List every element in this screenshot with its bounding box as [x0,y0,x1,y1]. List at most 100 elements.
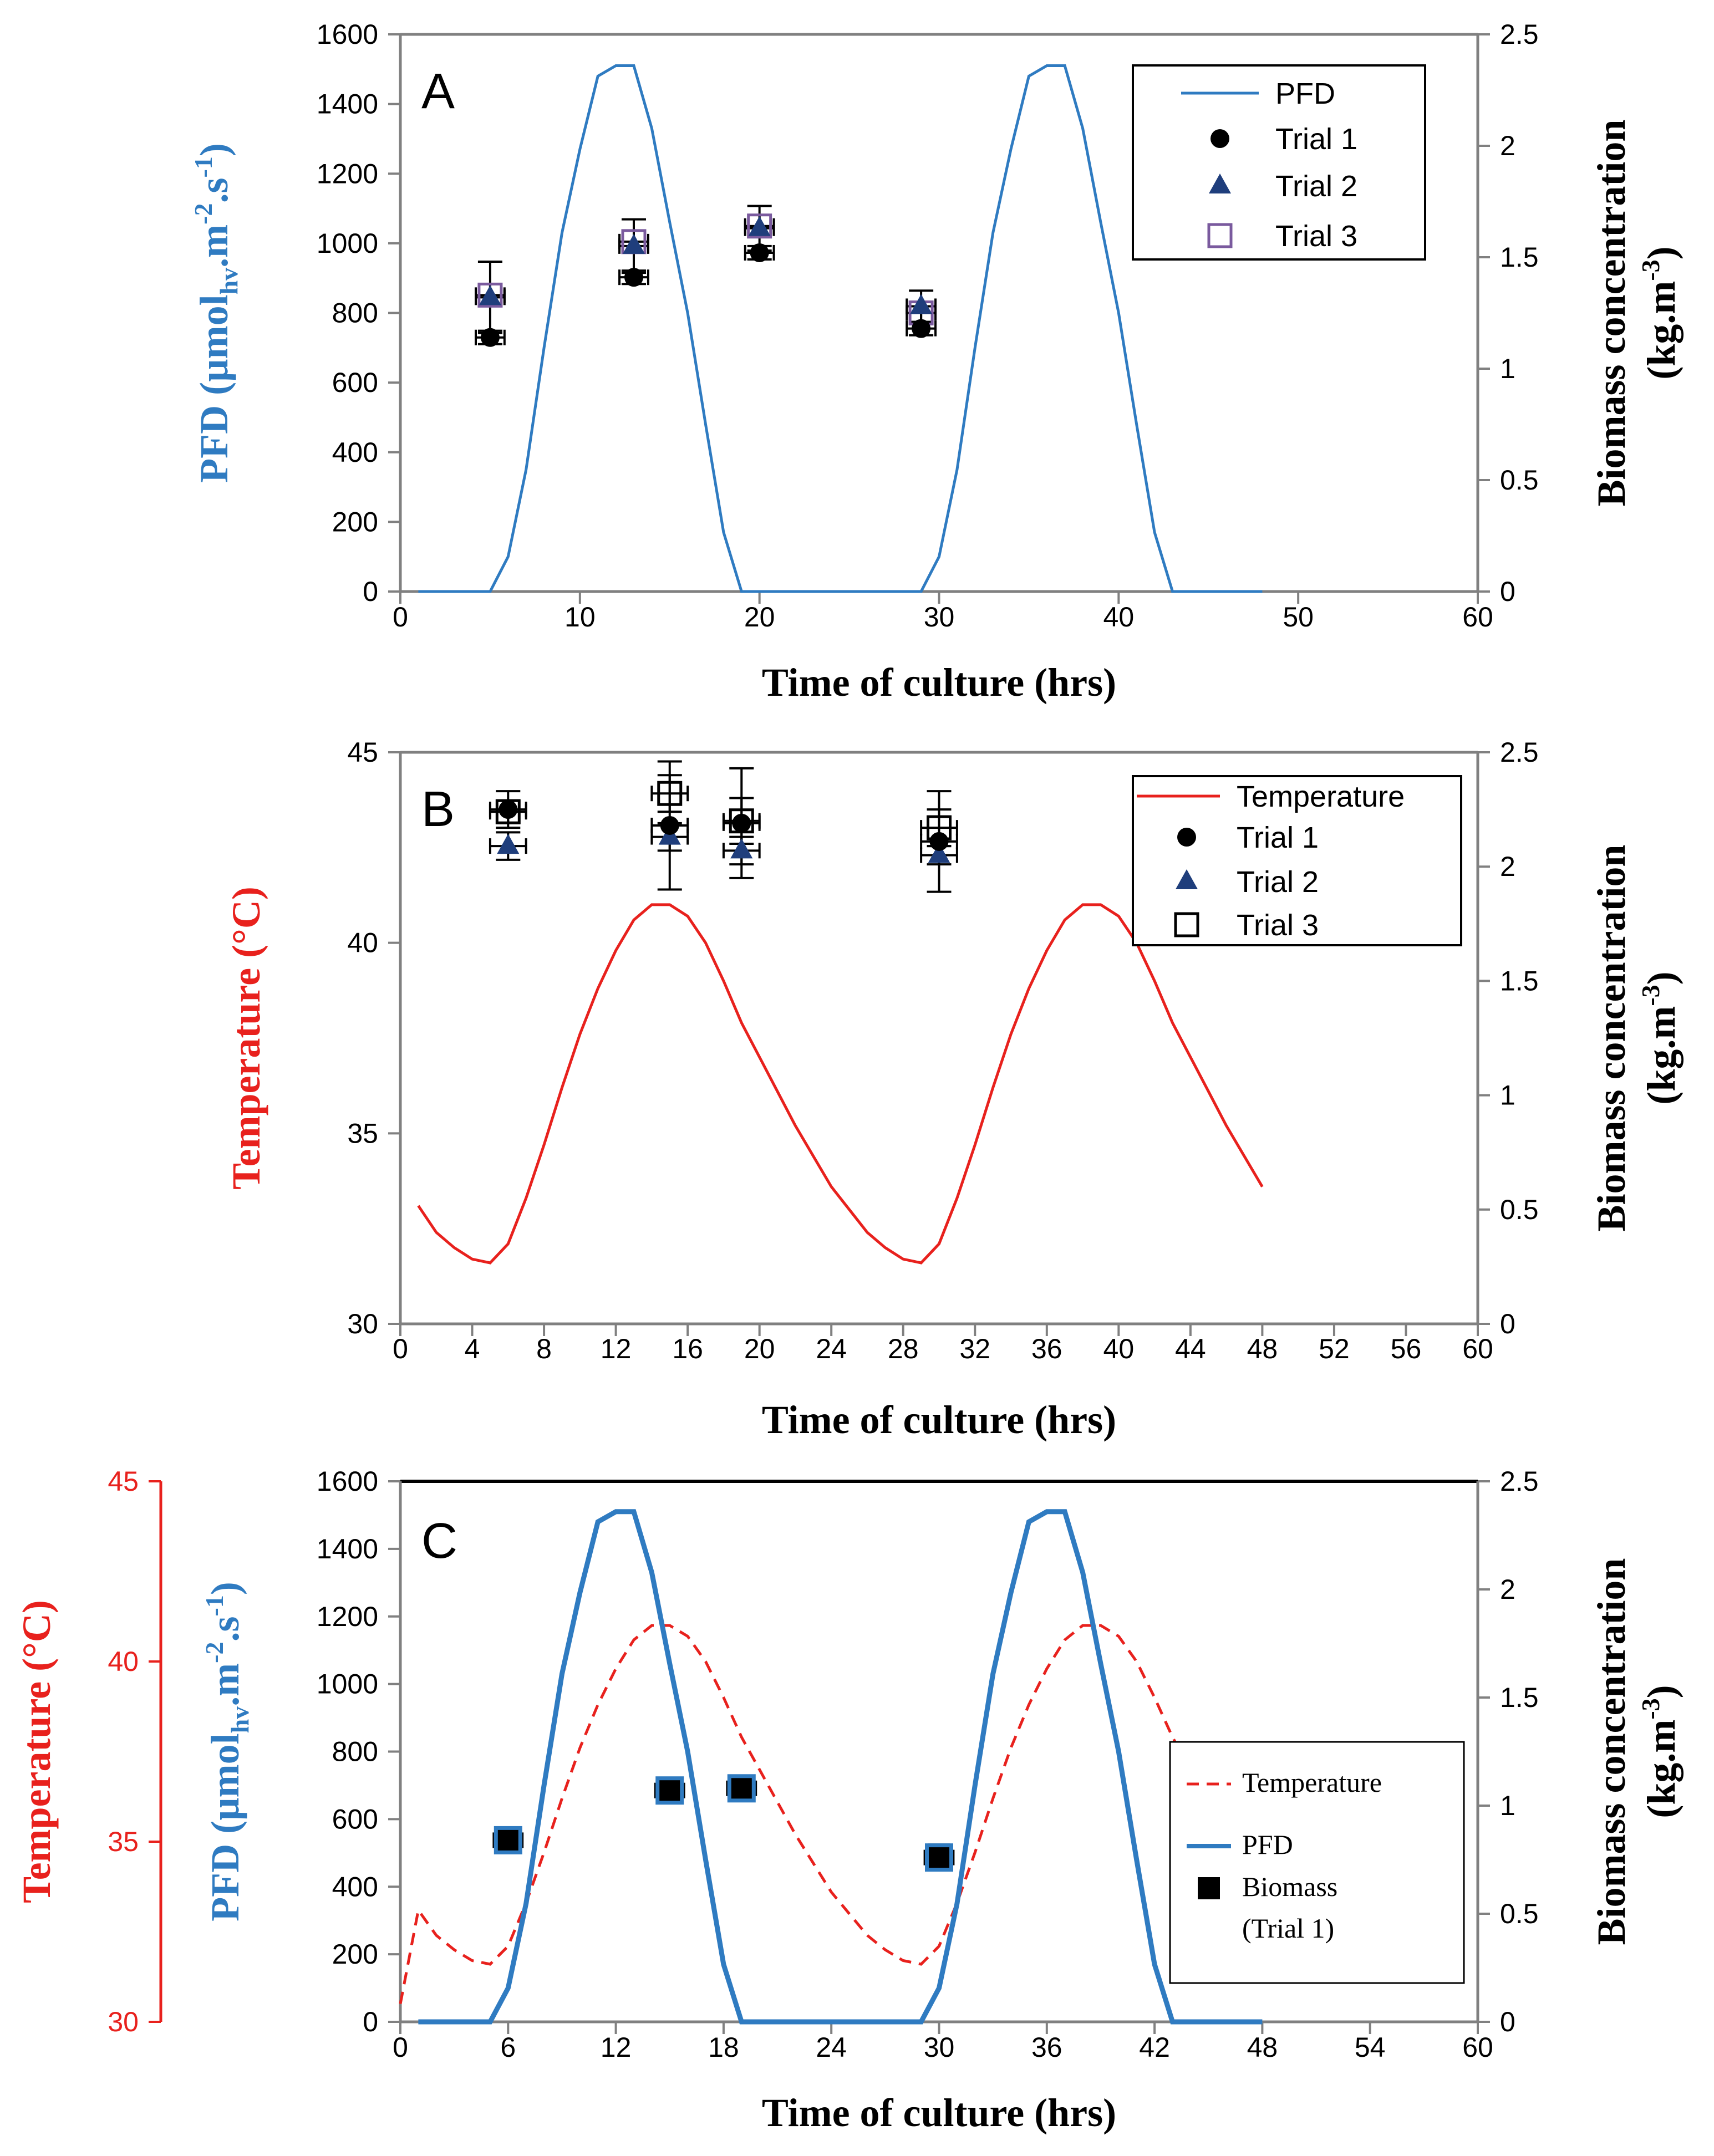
legend: Temperature PFD Biomass (Trial 1) [1169,1741,1465,1984]
y2-tick-label: 1.5 [1500,965,1539,996]
y-axis-title: Temperature (°C) [224,886,268,1190]
x-tick-label: 56 [1391,1333,1422,1364]
legend-trial-1-marker [1177,828,1196,847]
x-tick-label: 60 [1462,2032,1493,2063]
panel-b: 0 4 8 12 16 20 24 28 32 36 40 44 48 52 56 603035404500.… [224,737,1684,1442]
y2-tick-label: 1 [1500,353,1515,384]
trial-2-point [497,834,520,854]
panel-a: 0 10 20 30 40 50 60020040060080010001200140016… [189,19,1684,705]
biomass-point [494,1826,522,1854]
legend-trial-2-marker [1176,869,1198,889]
x-tick-label: 0 [393,2032,408,2063]
legend-label: Trial 3 [1275,220,1357,253]
y2-tick-label: 2 [1500,130,1515,161]
y-tick-label: 1600 [317,1466,378,1497]
y-tick-label: 200 [332,506,378,537]
y2-tick-label: 1.5 [1500,1682,1539,1713]
x-axis-title: Time of culture (hrs) [762,660,1116,705]
legend-label: Trial 1 [1237,821,1319,854]
y2-tick-label: 2.5 [1500,1466,1539,1497]
y-tick-label: 1000 [317,1669,378,1700]
x-tick-label: 20 [744,602,775,633]
legend-label: PFD [1242,1829,1293,1860]
y2-axis-title: Biomass concentration [1589,1558,1634,1945]
x-tick-label: 24 [816,1333,847,1364]
legend-label: Trial 3 [1237,909,1319,942]
y2-tick-label: 1.5 [1500,242,1539,273]
legend-trial-3-marker [1174,912,1199,937]
x-tick-label: 36 [1031,1333,1062,1364]
y2-tick-label: 2 [1500,1574,1515,1605]
y2-tick-label: 0 [1500,2006,1515,2037]
x-tick-label: 6 [500,2032,516,2063]
x-tick-label: 20 [744,1333,775,1364]
biomass-point [655,1776,684,1805]
y-tick-label: 0 [363,2006,378,2037]
x-tick-label: 8 [536,1333,552,1364]
legend-label: Temperature [1242,1767,1382,1798]
x-tick-label: 48 [1247,1333,1278,1364]
y2-tick-label: 2.5 [1500,19,1539,50]
legend-trial-1-marker [1211,129,1229,148]
legend-label: Biomass [1242,1871,1337,1902]
y2-axis-unit: (kg.m-3) [1636,1685,1684,1818]
panel-c: 0 6 12 18 24 30 36 42 48 54 6002004006008001000120… [14,1466,1684,2135]
x-tick-label: 30 [924,602,955,633]
trial-2-point [910,294,933,314]
y-tick-label: 40 [347,927,378,959]
x-tick-label: 30 [924,2032,955,2063]
legend-trial-3-marker [1207,223,1233,248]
trial-1-point [750,243,769,262]
y3-axis-title: Temperature (°C) [14,1600,59,1903]
y-tick-label: 1200 [317,1601,378,1632]
temperature-series-line [417,903,1264,1265]
temperature-series-line [399,1624,1210,2004]
panel-label: C [421,1513,457,1569]
y2-axis-title: Biomass concentration [1589,845,1634,1232]
x-tick-label: 10 [564,602,596,633]
y-tick-label: 800 [332,1736,378,1767]
trial-1-point [732,813,751,833]
legend-box [1132,775,1462,946]
y2-tick-label: 0.5 [1500,1898,1539,1929]
x-tick-label: 54 [1355,2032,1386,2063]
legend-label: Temperature [1237,780,1405,813]
trial-1-point [480,328,500,347]
x-tick-label: 44 [1175,1333,1206,1364]
x-tick-label: 48 [1247,2032,1278,2063]
trial-1-point [624,268,643,287]
x-tick-label: 12 [601,2032,632,2063]
y-tick-label: 1000 [317,228,378,259]
trial-2-point [479,285,501,305]
legend: Temperature Trial 1 Trial 2 Trial 3 [1132,775,1462,946]
y3-tick-label: 45 [108,1466,139,1497]
y2-axis-title: Biomass concentration [1589,120,1634,507]
y-tick-label: 30 [347,1308,378,1339]
x-tick-label: 12 [601,1333,632,1364]
y2-tick-label: 0 [1500,576,1515,607]
y-tick-label: 600 [332,1803,378,1834]
trial-2-point [748,216,771,236]
trial-1-point [912,319,931,338]
trial-1-point [499,800,518,819]
x-tick-label: 28 [888,1333,919,1364]
legend-label: PFD [1275,77,1335,110]
trial-3-point [477,282,503,308]
trial-3-point [657,781,683,806]
y-tick-label: 800 [332,298,378,329]
legend-label: Trial 1 [1275,123,1357,156]
x-tick-label: 18 [708,2032,739,2063]
legend-label: Trial 2 [1237,865,1319,899]
y2-axis-unit: (kg.m-3) [1636,971,1684,1104]
pfd-series-line [418,1509,1263,2025]
y-tick-label: 1400 [317,89,378,120]
y-tick-label: 1200 [317,158,378,189]
y-tick-label: 400 [332,1871,378,1902]
biomass-point [925,1843,953,1872]
y3-tick-label: 40 [108,1646,139,1677]
x-tick-label: 32 [959,1333,990,1364]
x-tick-label: 40 [1103,1333,1135,1364]
legend-box [1132,64,1426,261]
y-tick-label: 1600 [317,19,378,50]
y-axis-title: PFD (µmolhv.m-2.s-1) [189,143,243,483]
